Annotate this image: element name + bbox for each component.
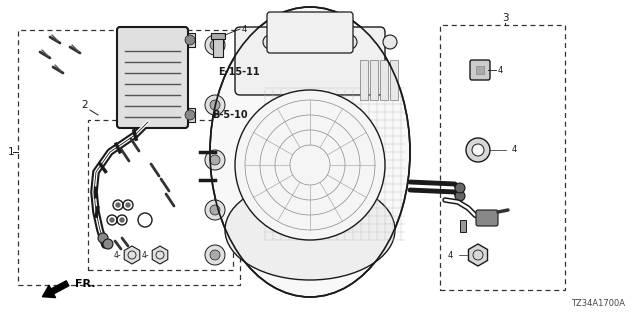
Circle shape xyxy=(120,218,124,222)
Bar xyxy=(360,60,368,100)
Ellipse shape xyxy=(225,180,395,280)
FancyBboxPatch shape xyxy=(235,27,385,95)
Circle shape xyxy=(110,218,114,222)
Text: 4: 4 xyxy=(448,251,453,260)
Circle shape xyxy=(455,191,465,201)
Text: 3: 3 xyxy=(502,13,508,23)
Bar xyxy=(390,60,398,100)
Text: 4-: 4- xyxy=(114,251,122,260)
Text: TZ34A1700A: TZ34A1700A xyxy=(571,299,625,308)
Circle shape xyxy=(472,144,484,156)
Bar xyxy=(380,60,388,100)
Text: 2: 2 xyxy=(81,100,88,110)
Circle shape xyxy=(210,100,220,110)
Circle shape xyxy=(466,138,490,162)
Circle shape xyxy=(205,35,225,55)
FancyBboxPatch shape xyxy=(476,210,498,226)
FancyArrowPatch shape xyxy=(42,281,69,298)
Circle shape xyxy=(205,95,225,115)
Bar xyxy=(440,25,565,290)
Circle shape xyxy=(116,203,120,207)
Bar xyxy=(88,120,233,270)
Circle shape xyxy=(263,35,277,49)
Circle shape xyxy=(205,150,225,170)
FancyBboxPatch shape xyxy=(470,60,490,80)
Text: 1: 1 xyxy=(8,147,15,157)
FancyBboxPatch shape xyxy=(117,27,188,128)
FancyBboxPatch shape xyxy=(267,12,353,53)
Bar xyxy=(370,60,378,100)
Circle shape xyxy=(210,155,220,165)
Bar xyxy=(460,220,466,232)
Circle shape xyxy=(205,245,225,265)
Bar xyxy=(183,108,195,122)
Circle shape xyxy=(210,205,220,215)
Circle shape xyxy=(235,90,385,240)
Circle shape xyxy=(383,35,397,49)
Text: 4: 4 xyxy=(242,25,247,34)
Text: 4: 4 xyxy=(498,66,503,75)
Circle shape xyxy=(205,200,225,220)
Circle shape xyxy=(210,40,220,50)
Circle shape xyxy=(210,250,220,260)
Circle shape xyxy=(303,35,317,49)
Text: 4: 4 xyxy=(512,145,517,154)
Text: 4-: 4- xyxy=(142,251,150,260)
Circle shape xyxy=(103,239,113,249)
Bar xyxy=(476,66,484,74)
Bar xyxy=(18,30,240,285)
Ellipse shape xyxy=(210,7,410,297)
Circle shape xyxy=(343,35,357,49)
Bar xyxy=(183,33,195,47)
Circle shape xyxy=(185,110,195,120)
Circle shape xyxy=(98,233,108,243)
Bar xyxy=(211,33,225,39)
Text: B-5-10: B-5-10 xyxy=(212,110,248,120)
Circle shape xyxy=(126,203,130,207)
Circle shape xyxy=(455,183,465,193)
Text: E-15-11: E-15-11 xyxy=(218,67,260,77)
Text: FR.: FR. xyxy=(75,279,95,289)
Circle shape xyxy=(185,35,195,45)
Bar xyxy=(213,37,223,57)
